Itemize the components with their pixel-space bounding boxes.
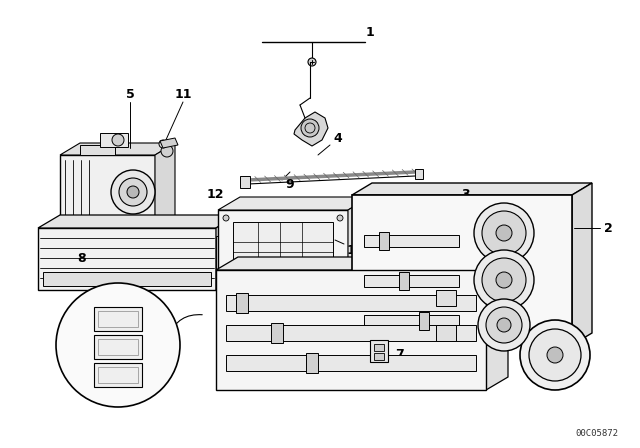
Circle shape xyxy=(337,269,343,275)
Text: 00C05872: 00C05872 xyxy=(575,429,618,438)
Circle shape xyxy=(161,145,173,157)
Bar xyxy=(100,133,128,147)
Bar xyxy=(80,145,115,155)
Bar xyxy=(216,270,486,390)
Bar xyxy=(364,235,459,247)
Bar xyxy=(436,290,456,306)
Text: 7: 7 xyxy=(396,349,404,362)
Bar xyxy=(374,344,384,351)
Text: 1: 1 xyxy=(365,26,374,39)
Circle shape xyxy=(119,178,147,206)
Circle shape xyxy=(223,215,229,221)
Polygon shape xyxy=(155,143,175,230)
Text: 5: 5 xyxy=(125,89,134,102)
Bar xyxy=(38,228,216,290)
Bar xyxy=(370,340,388,362)
Bar xyxy=(306,353,318,373)
Bar xyxy=(98,367,138,383)
Polygon shape xyxy=(216,257,508,270)
Polygon shape xyxy=(572,183,592,345)
Bar xyxy=(218,210,348,280)
Polygon shape xyxy=(160,138,178,148)
Polygon shape xyxy=(348,197,370,280)
Circle shape xyxy=(482,258,526,302)
Text: 2: 2 xyxy=(604,221,612,234)
Circle shape xyxy=(547,347,563,363)
Ellipse shape xyxy=(416,202,426,210)
Polygon shape xyxy=(352,183,592,195)
Polygon shape xyxy=(216,215,238,290)
Bar xyxy=(94,335,142,359)
Circle shape xyxy=(112,134,124,146)
Bar xyxy=(379,232,389,250)
Bar xyxy=(360,203,564,337)
Text: 12: 12 xyxy=(206,189,224,202)
Circle shape xyxy=(497,318,511,332)
Bar xyxy=(374,353,384,360)
Circle shape xyxy=(111,170,155,214)
Bar xyxy=(364,315,459,327)
Bar xyxy=(98,339,138,355)
Bar xyxy=(226,295,476,311)
Bar xyxy=(60,155,155,230)
Circle shape xyxy=(496,272,512,288)
Text: 6: 6 xyxy=(557,366,566,379)
Text: 3: 3 xyxy=(461,189,469,202)
Circle shape xyxy=(474,250,534,310)
Ellipse shape xyxy=(436,196,448,204)
Bar xyxy=(43,272,211,286)
Bar xyxy=(226,325,476,341)
Circle shape xyxy=(223,269,229,275)
Circle shape xyxy=(482,211,526,255)
Polygon shape xyxy=(218,197,370,210)
Bar xyxy=(236,293,248,313)
Bar xyxy=(216,236,238,282)
Bar xyxy=(94,307,142,331)
Text: 4: 4 xyxy=(333,132,342,145)
Circle shape xyxy=(308,58,316,66)
Circle shape xyxy=(159,140,167,148)
Circle shape xyxy=(127,186,139,198)
Polygon shape xyxy=(60,143,175,155)
Bar xyxy=(226,355,476,371)
Circle shape xyxy=(301,119,319,137)
Circle shape xyxy=(337,215,343,221)
Polygon shape xyxy=(294,112,328,146)
Bar xyxy=(364,275,459,287)
Bar xyxy=(98,311,138,327)
Circle shape xyxy=(520,320,590,390)
Polygon shape xyxy=(486,257,508,390)
Circle shape xyxy=(474,203,534,263)
Bar xyxy=(436,325,456,341)
Polygon shape xyxy=(38,215,238,228)
Circle shape xyxy=(496,225,512,241)
Bar xyxy=(352,195,572,345)
Text: 9: 9 xyxy=(285,178,294,191)
Bar xyxy=(271,323,283,343)
Circle shape xyxy=(478,299,530,351)
Bar xyxy=(415,169,423,179)
Text: 8: 8 xyxy=(77,251,86,264)
Circle shape xyxy=(56,283,180,407)
Circle shape xyxy=(529,329,581,381)
Bar xyxy=(240,176,250,188)
Bar xyxy=(399,272,409,290)
Text: 11: 11 xyxy=(174,89,192,102)
Bar xyxy=(94,363,142,387)
Text: 10: 10 xyxy=(346,244,364,257)
Circle shape xyxy=(486,307,522,343)
Bar xyxy=(419,312,429,330)
Bar xyxy=(233,222,333,268)
